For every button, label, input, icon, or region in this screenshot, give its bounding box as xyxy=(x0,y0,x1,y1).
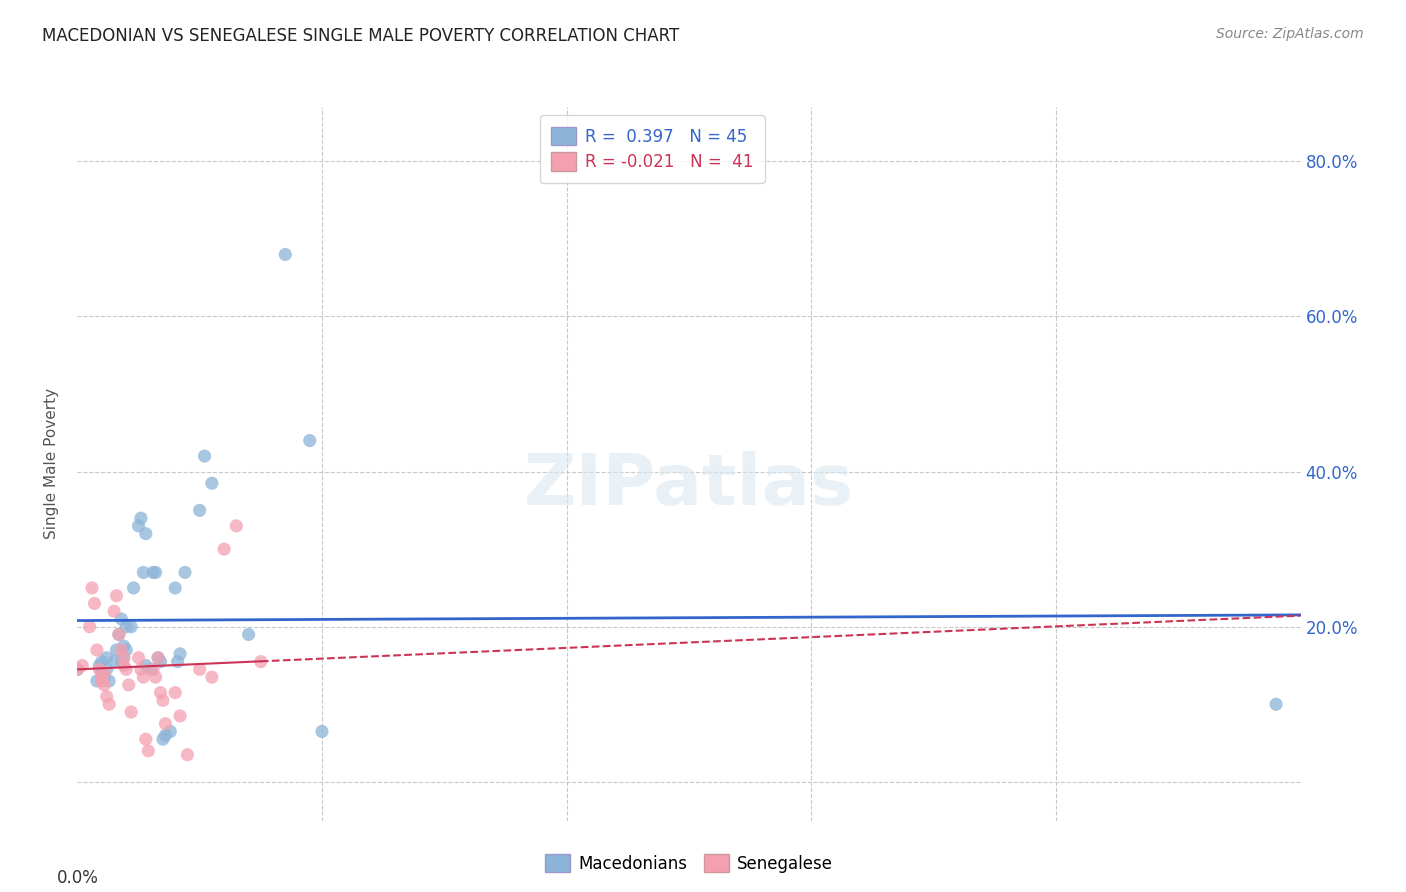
Point xyxy=(169,709,191,723)
Point xyxy=(152,693,174,707)
Point xyxy=(103,604,125,618)
Point xyxy=(145,670,167,684)
Point xyxy=(96,650,118,665)
Point xyxy=(165,581,187,595)
Point xyxy=(112,650,135,665)
Point xyxy=(135,526,157,541)
Point xyxy=(139,662,162,676)
Point xyxy=(201,670,224,684)
Point xyxy=(225,519,247,533)
Point xyxy=(90,670,112,684)
Point xyxy=(112,639,135,653)
Point xyxy=(90,655,112,669)
Point xyxy=(105,643,128,657)
Point xyxy=(165,686,187,700)
Point xyxy=(152,732,174,747)
Legend: R =  0.397   N = 45, R = -0.021   N =  41: R = 0.397 N = 45, R = -0.021 N = 41 xyxy=(540,115,765,183)
Point xyxy=(115,620,138,634)
Point xyxy=(146,650,169,665)
Text: ZIPatlas: ZIPatlas xyxy=(524,450,853,520)
Point xyxy=(128,519,150,533)
Legend: Macedonians, Senegalese: Macedonians, Senegalese xyxy=(538,847,839,880)
Point xyxy=(96,662,118,676)
Point xyxy=(311,724,333,739)
Point xyxy=(90,666,112,681)
Point xyxy=(90,673,112,688)
Point xyxy=(103,655,125,669)
Point xyxy=(142,662,165,676)
Point xyxy=(112,658,135,673)
Point xyxy=(135,732,157,747)
Point xyxy=(110,655,132,669)
Point xyxy=(108,627,131,641)
Point xyxy=(118,678,141,692)
Point xyxy=(129,662,152,676)
Point xyxy=(250,655,273,669)
Point xyxy=(145,566,167,580)
Point xyxy=(79,620,101,634)
Point xyxy=(89,662,111,676)
Point xyxy=(274,247,297,261)
Point xyxy=(174,566,197,580)
Point xyxy=(166,655,188,669)
Point xyxy=(105,589,128,603)
Point xyxy=(110,612,132,626)
Point xyxy=(96,690,118,704)
Point xyxy=(238,627,260,641)
Point xyxy=(70,658,93,673)
Point xyxy=(149,655,172,669)
Point xyxy=(146,650,169,665)
Point xyxy=(93,670,115,684)
Point xyxy=(193,449,215,463)
Point xyxy=(159,724,181,739)
Point xyxy=(155,728,177,742)
Point xyxy=(66,662,89,676)
Point xyxy=(115,643,138,657)
Point xyxy=(86,673,108,688)
Point xyxy=(66,662,89,676)
Point xyxy=(93,678,115,692)
Point xyxy=(120,705,142,719)
Point xyxy=(176,747,198,762)
Point xyxy=(188,503,211,517)
Y-axis label: Single Male Poverty: Single Male Poverty xyxy=(44,388,59,540)
Point xyxy=(155,716,177,731)
Point xyxy=(98,698,121,712)
Point xyxy=(110,643,132,657)
Point xyxy=(86,643,108,657)
Point xyxy=(136,744,159,758)
Point xyxy=(93,666,115,681)
Point xyxy=(169,647,191,661)
Point xyxy=(132,566,155,580)
Point xyxy=(149,686,172,700)
Text: 0.0%: 0.0% xyxy=(56,869,98,888)
Point xyxy=(142,566,165,580)
Point xyxy=(115,662,138,676)
Point xyxy=(108,627,131,641)
Text: MACEDONIAN VS SENEGALESE SINGLE MALE POVERTY CORRELATION CHART: MACEDONIAN VS SENEGALESE SINGLE MALE POV… xyxy=(42,27,679,45)
Point xyxy=(128,650,150,665)
Point xyxy=(129,511,152,525)
Point xyxy=(83,597,105,611)
Point xyxy=(201,476,224,491)
Point xyxy=(1265,698,1288,712)
Point xyxy=(132,670,155,684)
Point xyxy=(120,620,142,634)
Point xyxy=(188,662,211,676)
Point xyxy=(98,673,121,688)
Point xyxy=(80,581,103,595)
Point xyxy=(89,658,111,673)
Point xyxy=(298,434,321,448)
Point xyxy=(212,542,235,557)
Point xyxy=(135,658,157,673)
Text: Source: ZipAtlas.com: Source: ZipAtlas.com xyxy=(1216,27,1364,41)
Point xyxy=(112,650,135,665)
Point xyxy=(122,581,145,595)
